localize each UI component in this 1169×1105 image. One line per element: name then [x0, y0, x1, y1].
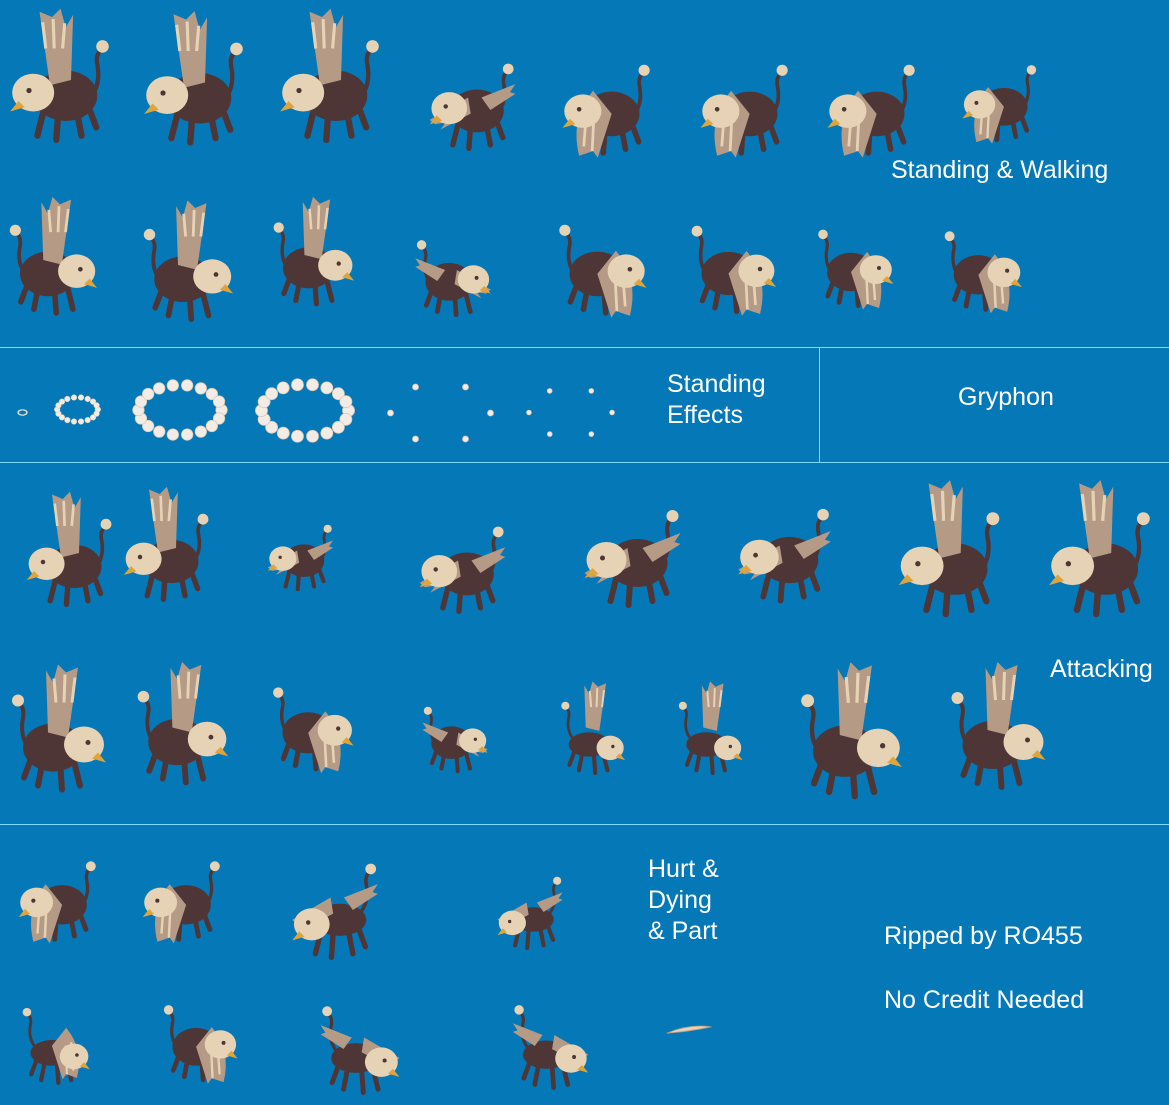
gryphon-sprite-icon: [688, 195, 778, 330]
gryphon-sprite-icon: [552, 195, 652, 330]
gryphon-sprite-icon: [132, 660, 232, 800]
gryphon-sprite-icon: [150, 980, 250, 1095]
gryphon-sprite-icon: [930, 205, 1035, 325]
gryphon-sprite-icon: [278, 5, 383, 160]
smoke-ring-icon: [45, 387, 110, 437]
smoke-ring-icon: [5, 400, 40, 430]
label-gryphon-title: Gryphon: [958, 383, 1054, 411]
gryphon-sprite-icon: [122, 478, 212, 623]
gryphon-sprite-icon: [255, 660, 370, 785]
gryphon-sprite-icon: [1038, 478, 1163, 633]
gryphon-sprite-icon: [665, 680, 755, 780]
gryphon-sprite-icon: [552, 35, 662, 170]
gryphon-sprite-icon: [468, 980, 633, 1095]
gryphon-sprite-icon: [815, 195, 895, 330]
gryphon-sprite-icon: [788, 660, 913, 815]
divider-top: [0, 347, 1169, 348]
smoke-ring-icon: [518, 375, 623, 455]
gryphon-sprite-icon: [8, 660, 108, 810]
smoke-ring-icon: [378, 373, 503, 458]
gryphon-sprite-icon: [722, 478, 847, 618]
gryphon-sprite-icon: [383, 215, 523, 330]
feather-part-icon: [664, 1022, 714, 1043]
gryphon-sprite-icon: [290, 980, 430, 1100]
divider-vertical: [819, 347, 820, 463]
gryphon-sprite-icon: [690, 35, 800, 170]
label-ripped-by: Ripped by RO455: [884, 922, 1083, 950]
divider-bottom: [0, 824, 1169, 825]
gryphon-sprite-icon: [945, 40, 1055, 155]
label-credit-note: No Credit Needed: [884, 986, 1085, 1014]
gryphon-sprite-icon: [822, 35, 922, 170]
gryphon-sprite-icon: [263, 195, 363, 320]
gryphon-sprite-icon: [545, 680, 640, 780]
gryphon-sprite-icon: [390, 498, 535, 628]
gryphon-sprite-icon: [142, 5, 247, 165]
gryphon-sprite-icon: [445, 855, 615, 955]
gryphon-sprite-icon: [415, 35, 530, 165]
divider-middle: [0, 462, 1169, 463]
label-standing-effects: Standing Effects: [667, 370, 766, 429]
label-attacking: Attacking: [1050, 655, 1153, 683]
gryphon-sprite-icon: [250, 835, 420, 965]
gryphon-sprite-icon: [233, 503, 368, 603]
gryphon-sprite-icon: [140, 195, 235, 340]
gryphon-sprite-icon: [940, 660, 1055, 805]
label-standing-walking: Standing & Walking: [891, 156, 1109, 184]
gryphon-sprite-icon: [25, 478, 115, 633]
gryphon-sprite-icon: [8, 985, 103, 1090]
gryphon-sprite-icon: [132, 835, 232, 955]
smoke-ring-icon: [250, 373, 360, 453]
smoke-ring-icon: [125, 375, 235, 450]
gryphon-sprite-icon: [570, 478, 695, 623]
gryphon-sprite-icon: [5, 195, 100, 330]
label-hurt-dying-part: Hurt & Dying & Part: [648, 855, 719, 945]
gryphon-sprite-icon: [390, 685, 520, 785]
gryphon-sprite-icon: [8, 835, 108, 955]
gryphon-sprite-icon: [8, 5, 113, 160]
gryphon-sprite-icon: [880, 478, 1020, 633]
